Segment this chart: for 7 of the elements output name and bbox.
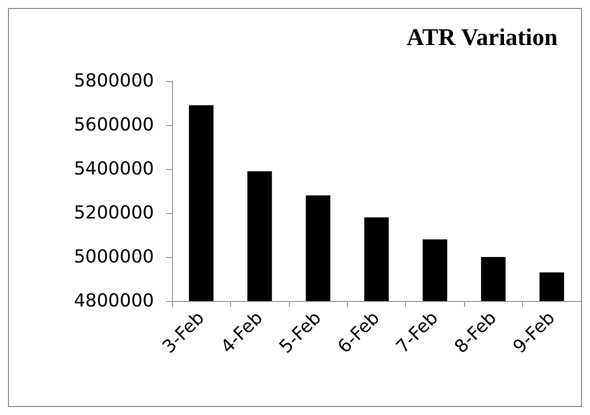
- y-tick-label: 5000000: [74, 246, 154, 268]
- y-tick-label: 5600000: [74, 114, 154, 136]
- chart-title: ATR Variation: [406, 25, 558, 51]
- y-tick-label: 4800000: [74, 290, 154, 312]
- y-tick-label: 5200000: [74, 202, 154, 224]
- y-tick-label: 5400000: [74, 158, 154, 180]
- y-tick-label: 5800000: [74, 70, 154, 92]
